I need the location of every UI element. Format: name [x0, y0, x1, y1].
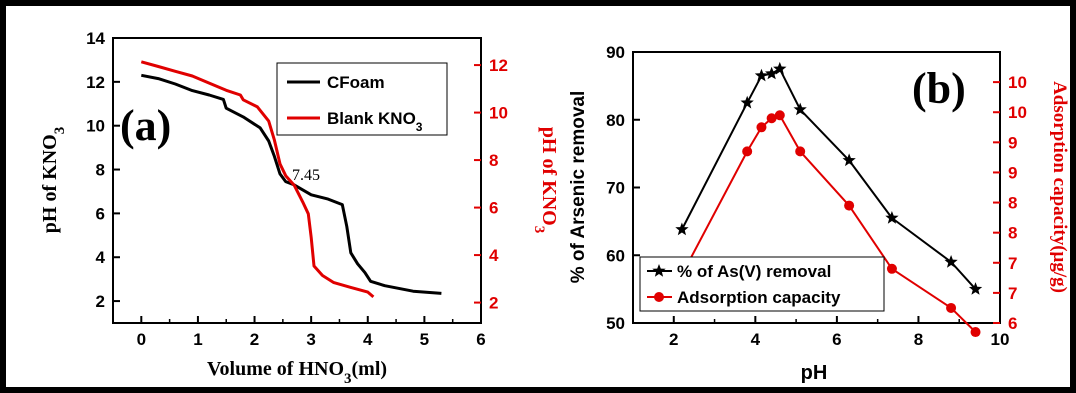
b-series-0-star-point	[675, 222, 689, 236]
a-y-right-tick-label: 6	[489, 199, 498, 218]
a-y-tick-label: 8	[96, 161, 105, 180]
panel-a-plot-frame	[112, 37, 482, 324]
b-y-right-tick-label: 8	[1008, 194, 1017, 213]
b-series-1-line	[681, 114, 977, 333]
b-x-tick-label: 4	[751, 330, 761, 349]
a-series-1-line	[140, 60, 375, 299]
b-y-tick-label: 80	[606, 111, 625, 130]
a-x-tick-label: 5	[420, 330, 429, 349]
a-y-tick-label: 10	[86, 117, 105, 136]
b-series-1-circle-point	[774, 110, 785, 121]
b-series-0-star-point	[842, 153, 856, 167]
b-series-1-circle-point	[844, 200, 855, 211]
b-series-0-star-point	[754, 68, 769, 82]
b-series-0-star-point	[944, 255, 958, 268]
b-y-right-tick-label: 10	[1008, 73, 1027, 92]
b-y-tick-label: 90	[606, 43, 625, 62]
b-series-0-star-point	[773, 61, 787, 75]
panel-b-ticks: 2 4 6 8 10 50 60 70 80 90 6 7 7 8 8 9 9 10 10	[606, 43, 1027, 349]
panel-a-label: (a)	[120, 101, 171, 150]
a-x-tick-label: 6	[476, 330, 485, 349]
a-y-tick-label: 12	[86, 73, 105, 92]
b-series-0-star-point	[740, 95, 754, 109]
b-series-1-circle-point	[756, 122, 767, 133]
panel-b-ylabel-right: Adsorption capacity(μg/g)	[1049, 81, 1070, 293]
panel-b-legend: % of As(V) removal Adsorption capacity	[639, 256, 885, 312]
a-series-0-line	[141, 73, 442, 295]
b-series-1-circle-point	[766, 113, 777, 124]
b-y-right-tick-label: 7	[1008, 254, 1017, 273]
a-x-tick-label: 4	[363, 330, 373, 349]
b-y-tick-label: 70	[606, 179, 625, 198]
a-y-right-tick-label: 12	[489, 56, 508, 75]
a-x-tick-label: 0	[137, 330, 146, 349]
a-y-right-tick-label: 2	[489, 294, 498, 313]
b-y-tick-label: 60	[606, 246, 625, 265]
panel-b-legend-label-capacity: Adsorption capacity	[677, 288, 841, 307]
b-series-0-star-point	[885, 211, 899, 224]
b-y-right-tick-label: 10	[1008, 103, 1027, 122]
b-series-1-circle-point	[742, 146, 753, 157]
panel-a-legend: CFoam Blank KNO3	[276, 62, 448, 136]
panel-b-label: (b)	[912, 64, 966, 113]
panel-b-series	[675, 61, 983, 338]
panel-a-xlabel: Volume of HNO3(ml)	[207, 358, 387, 387]
a-y-right-tick-label: 8	[489, 151, 498, 170]
b-series-0-line	[681, 67, 977, 290]
b-series-0-star-point	[968, 282, 983, 295]
a-y-tick-label: 4	[96, 248, 106, 267]
b-x-tick-label: 10	[991, 330, 1010, 349]
a-y-right-tick-label: 4	[489, 246, 499, 265]
panel-b-legend-box	[639, 256, 885, 312]
a-x-tick-label: 1	[193, 330, 202, 349]
b-x-tick-label: 8	[914, 330, 923, 349]
a-y-tick-label: 2	[96, 292, 105, 311]
a-x-tick-label: 3	[306, 330, 315, 349]
a-y-tick-label: 14	[86, 29, 105, 48]
b-x-tick-label: 6	[832, 330, 841, 349]
b-y-tick-label: 50	[606, 314, 625, 333]
panel-a-ylabel: pH of KNO3	[39, 127, 68, 233]
b-series-1-circle-point	[946, 302, 957, 313]
panel-b-legend-label-removal: % of As(V) removal	[677, 262, 831, 281]
panel-b-ylabel: % of Arsenic removal	[568, 91, 589, 284]
panel-a-series	[140, 60, 442, 299]
b-series-0-star-point	[793, 102, 807, 116]
b-series-1-circle-point	[886, 263, 897, 274]
panel-a-legend-label-cfoam: CFoam	[327, 73, 385, 92]
panel-a-annotation: 7.45	[292, 167, 320, 184]
panel-b-legend-star-marker	[652, 264, 666, 277]
b-y-right-tick-label: 9	[1008, 163, 1017, 182]
b-y-right-tick-label: 8	[1008, 224, 1017, 243]
panel-b: 2 4 6 8 10 50 60 70 80 90 6 7 7 8 8 9 9 10 10 (b) % of As(…	[568, 43, 1070, 384]
b-y-right-tick-label: 6	[1008, 314, 1017, 333]
b-x-tick-label: 2	[669, 330, 678, 349]
a-x-tick-label: 2	[250, 330, 259, 349]
b-y-right-tick-label: 9	[1008, 133, 1017, 152]
panel-a-legend-box	[276, 62, 448, 136]
b-y-right-tick-label: 7	[1008, 284, 1017, 303]
panel-b-xlabel: pH	[801, 362, 828, 384]
b-series-1-circle-point	[795, 146, 806, 157]
b-series-1-circle-point	[970, 327, 981, 338]
panel-a-ylabel-right: pH of KNO3	[531, 127, 560, 233]
panel-b-legend-circle-marker	[654, 292, 664, 302]
a-y-tick-label: 6	[96, 204, 105, 223]
a-y-right-tick-label: 10	[489, 104, 508, 123]
b-series-0-star-point	[765, 66, 779, 80]
